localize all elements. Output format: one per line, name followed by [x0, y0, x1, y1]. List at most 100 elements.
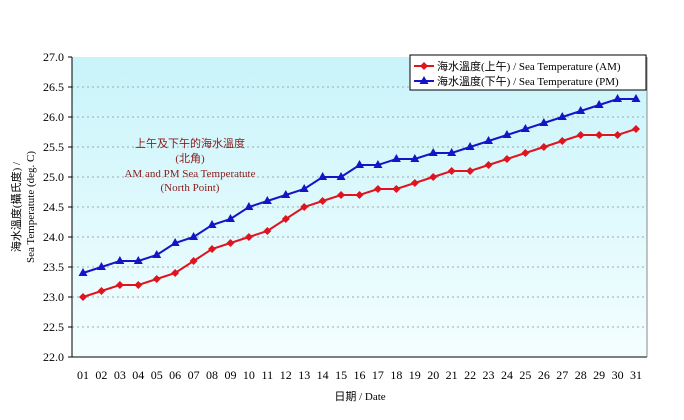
data-point-am: [521, 149, 530, 157]
x-tick-label: 28: [575, 368, 587, 382]
data-point-am: [392, 185, 401, 193]
data-point-pm: [355, 160, 364, 168]
x-tick-label: 09: [224, 368, 236, 382]
data-point-pm: [244, 202, 254, 210]
data-point-pm: [318, 172, 328, 180]
data-point-am: [281, 215, 290, 223]
x-tick-label: 22: [464, 368, 476, 382]
data-point-pm: [447, 148, 457, 156]
data-point-pm: [502, 130, 512, 138]
data-point-am: [226, 239, 235, 247]
data-point-pm: [299, 184, 309, 192]
data-point-pm: [262, 196, 272, 204]
data-point-am: [539, 143, 548, 151]
data-point-am: [466, 167, 475, 175]
x-tick-label: 31: [630, 368, 642, 382]
data-point-pm: [281, 190, 291, 198]
legend-pm: 海水溫度(下午) / Sea Temperature (PM): [437, 74, 619, 88]
data-point-am: [595, 131, 604, 139]
y-tick-label: 22.5: [43, 320, 64, 334]
x-tick-label: 24: [501, 368, 513, 382]
data-point-pm: [96, 262, 106, 270]
y-tick-label: 26.0: [43, 110, 64, 124]
data-point-am: [189, 257, 198, 265]
x-tick-label: 08: [206, 368, 218, 382]
data-point-am: [79, 293, 87, 301]
data-point-am: [558, 137, 567, 145]
y-axis-label: 海水溫度(攝氏度) / Sea Temperatute (deg. C): [9, 151, 37, 263]
x-tick-label: 21: [446, 368, 458, 382]
data-point-pm: [465, 142, 475, 150]
data-point-pm: [115, 256, 125, 264]
x-axis-label: 日期 / Date: [334, 390, 385, 403]
data-point-pm: [225, 214, 235, 222]
x-tick-label: 29: [593, 368, 605, 382]
data-point-pm: [170, 238, 180, 246]
data-point-am: [337, 191, 346, 199]
y-tick-label: 25.5: [43, 140, 64, 154]
x-tick-label: 14: [317, 368, 329, 382]
x-tick-label: 13: [298, 368, 310, 382]
data-point-pm: [557, 112, 567, 120]
data-point-am: [429, 173, 438, 181]
x-tick-label: 04: [132, 368, 144, 382]
x-tick-label: 12: [280, 368, 292, 382]
data-point-pm: [207, 220, 217, 228]
data-point-am: [115, 281, 124, 289]
data-point-am: [502, 155, 511, 163]
x-tick-label: 06: [169, 368, 181, 382]
data-point-am: [134, 281, 143, 289]
y-axis-label-zh: 海水溫度(攝氏度) /: [9, 161, 23, 252]
data-point-am: [263, 227, 272, 235]
y-tick-label: 25.0: [43, 170, 64, 184]
x-tick-label: 18: [390, 368, 402, 382]
data-point-pm: [410, 154, 420, 162]
data-point-pm: [78, 268, 88, 276]
x-tick-label: 07: [188, 368, 200, 382]
annotation: 上午及下午的海水溫度 (北角) AM and PM Sea Temperatut…: [124, 136, 255, 194]
x-tick-label: 26: [538, 368, 550, 382]
x-tick-label: 16: [354, 368, 366, 382]
data-point-pm: [539, 118, 549, 126]
data-point-am: [632, 125, 640, 133]
data-point-pm: [428, 148, 438, 156]
data-point-pm: [576, 106, 586, 114]
annotation-line-2: (北角): [175, 152, 205, 165]
x-tick-label: 01: [77, 368, 89, 382]
x-tick-label: 30: [612, 368, 624, 382]
legend: 海水溫度(上午) / Sea Temperature (AM) 海水溫度(下午)…: [409, 54, 647, 91]
data-point-pm: [484, 136, 494, 144]
data-point-am: [447, 167, 456, 175]
x-tick-label: 05: [151, 368, 163, 382]
data-point-am: [355, 191, 364, 199]
y-axis-label-en: Sea Temperatute (deg. C): [25, 151, 37, 263]
x-tick-label: 17: [372, 368, 384, 382]
annotation-line-4: (North Point): [161, 182, 220, 194]
data-point-am: [152, 275, 161, 283]
annotation-line-1: 上午及下午的海水溫度: [135, 136, 245, 150]
x-tick-label: 23: [483, 368, 495, 382]
x-tick-label: 25: [519, 368, 531, 382]
y-tick-label: 23.5: [43, 260, 64, 274]
x-tick-label: 11: [262, 368, 274, 382]
x-tick-label: 20: [427, 368, 439, 382]
x-tick-label: 10: [243, 368, 255, 382]
data-point-pm: [133, 256, 143, 264]
data-point-pm: [189, 232, 199, 240]
data-point-am: [300, 203, 309, 211]
x-tick-label: 03: [114, 368, 126, 382]
triangle-marker-icon: [419, 76, 429, 84]
x-tick-label: 19: [409, 368, 421, 382]
data-point-am: [244, 233, 253, 241]
annotation-line-3: AM and PM Sea Temperatute: [124, 168, 255, 180]
y-tick-label: 24.0: [43, 230, 64, 244]
y-tick-label: 26.5: [43, 80, 64, 94]
x-tick-label: 27: [556, 368, 568, 382]
data-point-am: [410, 179, 419, 187]
data-point-pm: [373, 160, 383, 168]
diamond-marker-icon: [420, 62, 428, 70]
legend-am: 海水溫度(上午) / Sea Temperature (AM): [437, 59, 621, 73]
data-point-am: [576, 131, 585, 139]
data-point-pm: [613, 94, 623, 102]
